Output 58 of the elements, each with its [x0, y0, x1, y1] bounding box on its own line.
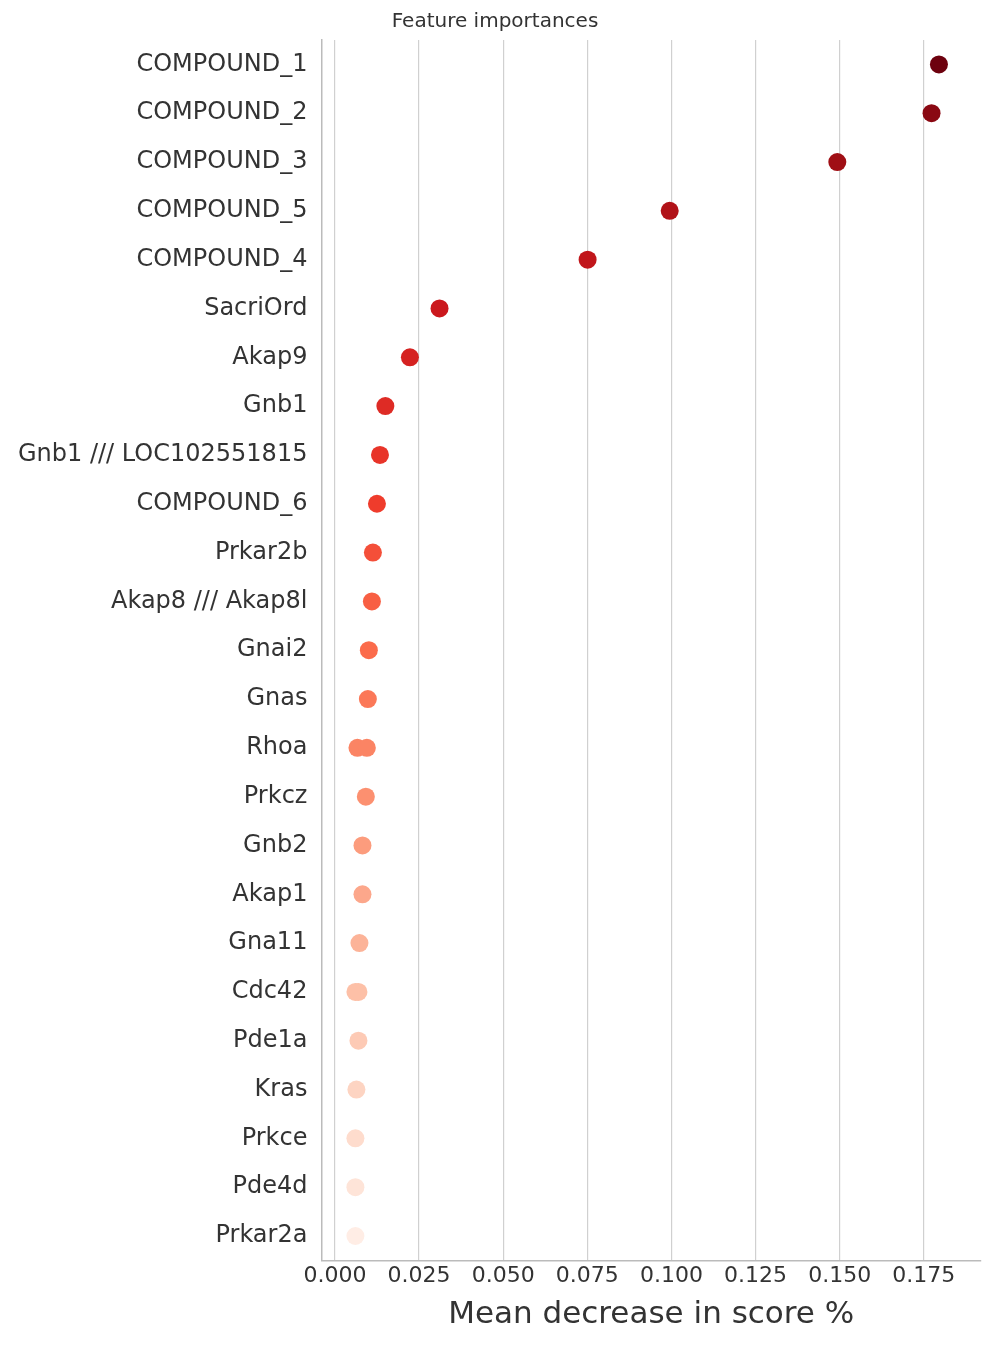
point: [346, 1226, 365, 1245]
y-tick-label: Akap1: [232, 878, 308, 907]
y-tick-label: Gnb1 /// LOC102551815: [18, 439, 308, 468]
x-tick-label: 0.050: [471, 1262, 535, 1288]
point: [346, 1129, 365, 1148]
point: [367, 494, 386, 513]
y-tick-label: Rhoa: [246, 732, 308, 761]
y-tick-label: Gna11: [228, 927, 308, 956]
point: [353, 885, 372, 904]
point: [376, 397, 395, 416]
point: [370, 445, 389, 464]
y-tick-label: COMPOUND_6: [136, 487, 308, 516]
point: [929, 55, 948, 74]
chart-title: Feature importances: [391, 8, 599, 33]
x-tick-label: 0.100: [639, 1262, 703, 1288]
x-tick-label: 0.000: [303, 1262, 367, 1288]
y-tick-label: Prkar2b: [214, 536, 308, 565]
x-tick-label: 0.025: [387, 1262, 451, 1288]
y-tick-label: COMPOUND_3: [136, 146, 308, 175]
point: [400, 348, 419, 367]
point: [349, 1031, 368, 1050]
point: [430, 299, 449, 318]
y-tick-label: Gnb1: [243, 390, 308, 419]
y-tick-label: COMPOUND_2: [136, 97, 308, 126]
y-tick-label: SacriOrd: [204, 292, 308, 321]
point: [356, 787, 375, 806]
y-tick-label: Gnas: [246, 683, 308, 712]
y-tick-label: Gnai2: [236, 634, 308, 663]
point: [828, 153, 847, 172]
y-tick-label: Kras: [254, 1073, 308, 1102]
point: [358, 690, 377, 709]
y-tick-label: Cdc42: [231, 976, 308, 1005]
y-tick-label: Pde4d: [232, 1171, 308, 1200]
point: [578, 250, 597, 269]
point: [347, 1080, 366, 1099]
y-tick-label: COMPOUND_5: [136, 195, 308, 224]
y-tick-label: Prkcz: [243, 780, 308, 809]
y-tick-label: Akap9: [232, 341, 308, 370]
point: [350, 934, 369, 953]
point: [346, 1178, 365, 1197]
point: [353, 836, 372, 855]
y-tick-label: COMPOUND_1: [136, 48, 308, 77]
x-axis-title: Mean decrease in score %: [448, 1294, 855, 1331]
y-tick-label: Akap8 /// Akap8l: [111, 585, 308, 614]
y-tick-label: Prkce: [241, 1122, 308, 1151]
x-tick-label: 0.075: [555, 1262, 619, 1288]
x-tick-label: 0.125: [724, 1262, 788, 1288]
point: [362, 592, 381, 611]
y-tick-label: Pde1a: [232, 1024, 308, 1053]
y-tick-label: Gnb2: [243, 829, 308, 858]
point: [922, 104, 941, 123]
y-tick-label: COMPOUND_4: [136, 243, 308, 272]
y-tick-label: Prkar2a: [215, 1220, 308, 1249]
x-tick-label: 0.175: [892, 1262, 956, 1288]
point: [363, 543, 382, 562]
point: [660, 201, 679, 220]
x-tick-label: 0.150: [808, 1262, 872, 1288]
point: [359, 641, 378, 660]
